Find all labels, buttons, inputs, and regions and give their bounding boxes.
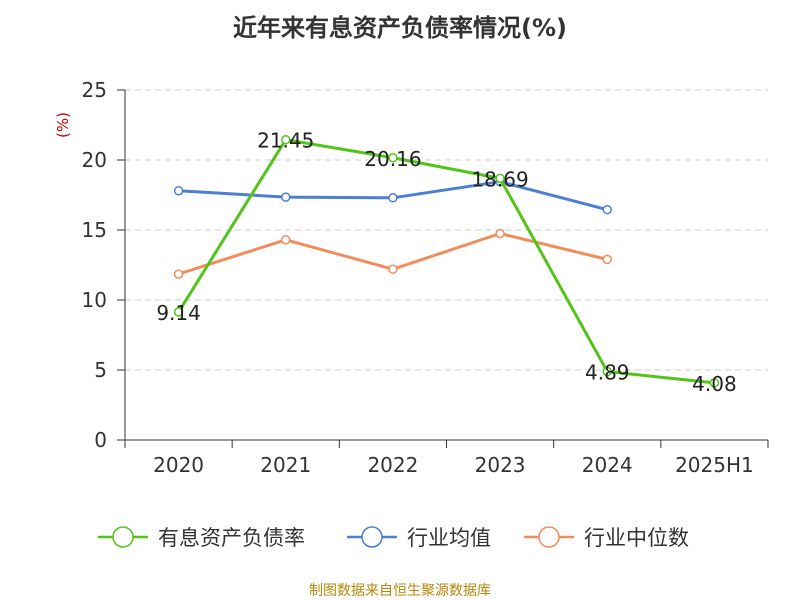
data-point	[173, 307, 184, 317]
x-tick-label: 2020	[153, 453, 204, 477]
y-tick-label: 15	[82, 218, 107, 242]
data-point	[388, 264, 398, 274]
x-tick-label: 2025H1	[675, 453, 754, 477]
data-point	[495, 228, 505, 239]
data-point	[388, 193, 398, 203]
data-point	[602, 254, 612, 265]
legend-label: 有息资产负债率	[158, 526, 305, 550]
data-label: 20.16	[364, 147, 421, 171]
x-tick-label: 2021	[260, 453, 311, 477]
data-label: 21.45	[257, 129, 314, 153]
chart-title: 近年来有息资产负债率情况(%)	[233, 14, 567, 42]
y-tick-label: 10	[82, 288, 107, 312]
x-tick-label: 2022	[367, 453, 418, 477]
data-point	[281, 134, 291, 145]
data-label: 18.69	[471, 167, 528, 191]
y-tick-label: 0	[94, 428, 107, 452]
data-label: 4.89	[585, 361, 630, 385]
data-label: 4.08	[692, 372, 737, 396]
legend-marker	[538, 526, 560, 548]
data-label: 9.14	[156, 301, 201, 325]
data-point	[602, 204, 612, 215]
data-point	[281, 235, 291, 245]
legend-marker	[112, 526, 134, 548]
y-tick-label: 5	[94, 358, 107, 382]
data-point	[173, 186, 184, 196]
data-point	[281, 192, 291, 202]
legend-label: 行业中位数	[584, 526, 689, 550]
x-tick-label: 2024	[582, 453, 633, 477]
legend-marker	[361, 526, 383, 548]
y-tick-label: 25	[82, 78, 107, 102]
data-point	[495, 173, 505, 184]
y-axis-label: (%)	[54, 112, 72, 138]
series-line	[177, 138, 715, 385]
data-point	[709, 378, 720, 388]
x-tick-label: 2023	[475, 453, 526, 477]
data-point	[602, 366, 612, 377]
data-point	[388, 153, 398, 163]
legend-label: 行业均值	[407, 526, 491, 550]
data-point	[173, 269, 184, 279]
y-tick-label: 20	[82, 148, 107, 172]
source-note: 制图数据来自恒生聚源数据库	[309, 583, 491, 599]
